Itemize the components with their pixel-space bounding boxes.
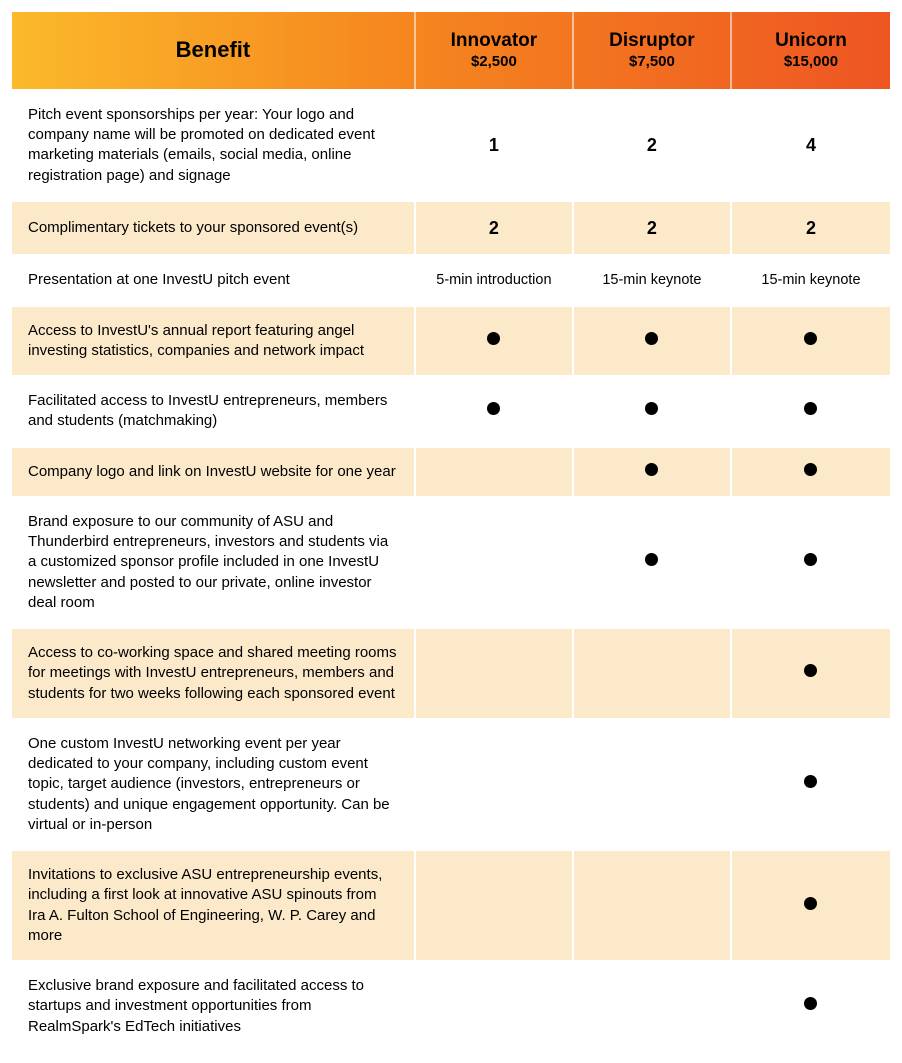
value-cell: 15-min keynote	[732, 254, 890, 305]
tier-name: Innovator	[426, 30, 562, 53]
value-cell	[416, 496, 574, 627]
value-cell: 2	[732, 200, 890, 254]
sponsorship-tier-table: Benefit Innovator $2,500 Disruptor $7,50…	[12, 12, 890, 1051]
benefit-cell: One custom InvestU networking event per …	[12, 718, 416, 849]
value-cell: 2	[574, 200, 732, 254]
checkmark-dot-icon	[804, 997, 817, 1010]
tier-name: Unicorn	[742, 30, 880, 53]
table-body: Pitch event sponsorships per year: Your …	[12, 89, 890, 1051]
header-benefit-cell: Benefit	[12, 12, 416, 89]
benefit-cell: Access to InvestU's annual report featur…	[12, 305, 416, 376]
value-cell	[574, 627, 732, 718]
table-row: Facilitated access to InvestU entreprene…	[12, 375, 890, 446]
table-header-row: Benefit Innovator $2,500 Disruptor $7,50…	[12, 12, 890, 89]
value-cell: 1	[416, 89, 574, 200]
value-number: 2	[806, 218, 816, 238]
value-number: 1	[489, 135, 499, 155]
benefit-cell: Invitations to exclusive ASU entrepreneu…	[12, 849, 416, 960]
value-cell	[574, 960, 732, 1051]
checkmark-dot-icon	[645, 332, 658, 345]
table-row: Company logo and link on InvestU website…	[12, 446, 890, 496]
header-tier-disruptor: Disruptor $7,500	[574, 12, 732, 89]
checkmark-dot-icon	[645, 463, 658, 476]
value-cell	[732, 718, 890, 849]
benefit-cell: Facilitated access to InvestU entreprene…	[12, 375, 416, 446]
value-number: 2	[489, 218, 499, 238]
value-cell: 15-min keynote	[574, 254, 732, 305]
tier-price: $15,000	[742, 53, 880, 71]
table-row: Pitch event sponsorships per year: Your …	[12, 89, 890, 200]
value-cell	[732, 627, 890, 718]
checkmark-dot-icon	[804, 402, 817, 415]
value-text: 15-min keynote	[761, 272, 860, 288]
value-number: 2	[647, 218, 657, 238]
value-cell: 5-min introduction	[416, 254, 574, 305]
tier-name: Disruptor	[584, 30, 720, 53]
value-number: 2	[647, 135, 657, 155]
value-text: 15-min keynote	[602, 272, 701, 288]
table-row: One custom InvestU networking event per …	[12, 718, 890, 849]
benefit-cell: Complimentary tickets to your sponsored …	[12, 200, 416, 254]
value-cell	[732, 496, 890, 627]
value-cell	[574, 375, 732, 446]
table-row: Invitations to exclusive ASU entrepreneu…	[12, 849, 890, 960]
value-cell	[574, 305, 732, 376]
header-benefit-label: Benefit	[176, 37, 251, 62]
checkmark-dot-icon	[804, 463, 817, 476]
table-row: Presentation at one InvestU pitch event 5…	[12, 254, 890, 305]
table-row: Brand exposure to our community of ASU a…	[12, 496, 890, 627]
table-row: Exclusive brand exposure and facilitated…	[12, 960, 890, 1051]
value-cell: 4	[732, 89, 890, 200]
value-cell	[416, 960, 574, 1051]
value-cell	[416, 849, 574, 960]
value-cell	[416, 375, 574, 446]
table-row: Access to co-working space and shared me…	[12, 627, 890, 718]
value-cell	[732, 305, 890, 376]
tier-price: $7,500	[584, 53, 720, 71]
value-cell	[732, 960, 890, 1051]
value-cell	[416, 305, 574, 376]
checkmark-dot-icon	[804, 775, 817, 788]
checkmark-dot-icon	[487, 402, 500, 415]
value-cell: 2	[416, 200, 574, 254]
value-number: 4	[806, 135, 816, 155]
header-tier-unicorn: Unicorn $15,000	[732, 12, 890, 89]
checkmark-dot-icon	[487, 332, 500, 345]
value-cell	[732, 849, 890, 960]
value-cell	[416, 627, 574, 718]
benefit-cell: Pitch event sponsorships per year: Your …	[12, 89, 416, 200]
value-cell	[574, 496, 732, 627]
checkmark-dot-icon	[645, 402, 658, 415]
checkmark-dot-icon	[804, 553, 817, 566]
value-cell	[416, 718, 574, 849]
value-cell	[732, 375, 890, 446]
value-cell	[574, 849, 732, 960]
table-row: Complimentary tickets to your sponsored …	[12, 200, 890, 254]
header-tier-innovator: Innovator $2,500	[416, 12, 574, 89]
checkmark-dot-icon	[804, 897, 817, 910]
benefit-cell: Presentation at one InvestU pitch event	[12, 254, 416, 305]
benefit-cell: Access to co-working space and shared me…	[12, 627, 416, 718]
benefit-cell: Brand exposure to our community of ASU a…	[12, 496, 416, 627]
tier-price: $2,500	[426, 53, 562, 71]
value-cell	[574, 718, 732, 849]
value-cell: 2	[574, 89, 732, 200]
value-cell	[732, 446, 890, 496]
table-row: Access to InvestU's annual report featur…	[12, 305, 890, 376]
checkmark-dot-icon	[645, 553, 658, 566]
value-cell	[574, 446, 732, 496]
benefit-cell: Exclusive brand exposure and facilitated…	[12, 960, 416, 1051]
checkmark-dot-icon	[804, 332, 817, 345]
value-text: 5-min introduction	[436, 272, 551, 288]
checkmark-dot-icon	[804, 664, 817, 677]
value-cell	[416, 446, 574, 496]
benefit-cell: Company logo and link on InvestU website…	[12, 446, 416, 496]
